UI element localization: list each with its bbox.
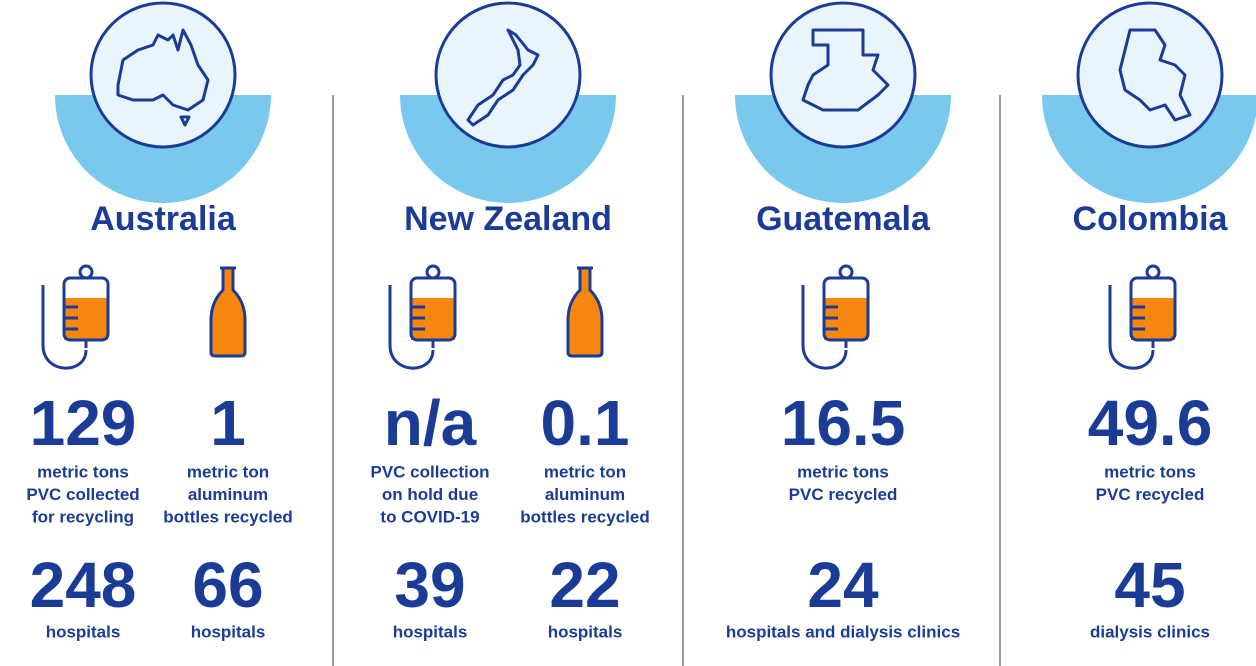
hanger (78, 264, 94, 280)
stat-label: for recycling (32, 507, 134, 526)
hanger (1145, 264, 1161, 280)
bottle-icon (566, 266, 604, 358)
stat-label: PVC collection (370, 462, 489, 481)
stat-value: 66 (192, 549, 263, 621)
map-outline (116, 28, 210, 127)
tube (388, 285, 435, 370)
stat-label: hospitals (548, 622, 623, 641)
stat-value: 16.5 (781, 387, 906, 459)
map-outline (801, 28, 890, 112)
country-name: New Zealand (404, 200, 612, 238)
stat-label: on hold due (382, 485, 478, 504)
iv-bag-icon (388, 264, 457, 370)
bag-marks (64, 305, 78, 331)
tube (1108, 285, 1155, 370)
stat-label: metric ton (187, 462, 269, 481)
iv-bag-icon (1108, 264, 1177, 370)
bag-marks (824, 305, 838, 331)
stat-label: metric tons (1104, 462, 1196, 481)
map-circle (769, 1, 917, 149)
stat-label: PVC collected (26, 485, 139, 504)
stat-label: bottles recycled (520, 507, 649, 526)
map-circle (89, 1, 237, 149)
country-name: Australia (90, 200, 237, 238)
stat-value: 24 (807, 549, 879, 621)
iv-bag-icon (41, 264, 110, 370)
country-name: Guatemala (756, 200, 931, 238)
map-outline (466, 28, 540, 127)
stat-label: hospitals and dialysis clinics (726, 622, 960, 641)
tube (41, 285, 88, 370)
stat-label: bottles recycled (163, 507, 292, 526)
stat-label: metric tons (797, 462, 889, 481)
country-name: Colombia (1073, 200, 1229, 238)
map-circle (1076, 1, 1224, 149)
stat-label: PVC recycled (1096, 485, 1205, 504)
iv-bag-icon (801, 264, 870, 370)
stat-value: 248 (30, 549, 137, 621)
stat-label: aluminum (545, 485, 625, 504)
tube (801, 285, 848, 370)
stat-label: hospitals (46, 622, 121, 641)
stat-value: 22 (549, 549, 620, 621)
map-outline (1118, 28, 1192, 122)
bag-marks (1131, 305, 1145, 331)
stat-value: 129 (30, 387, 137, 459)
stat-value: 39 (394, 549, 465, 621)
stat-label: hospitals (191, 622, 266, 641)
stat-label: hospitals (393, 622, 468, 641)
stat-label: aluminum (188, 485, 268, 504)
bag-marks (411, 305, 425, 331)
stat-label: metric tons (37, 462, 129, 481)
stat-value: 1 (210, 387, 246, 459)
stat-label: PVC recycled (789, 485, 898, 504)
stat-value: 0.1 (541, 387, 630, 459)
hanger (838, 264, 854, 280)
stat-value: 45 (1114, 549, 1185, 621)
stat-value: n/a (384, 387, 477, 459)
map-circle (434, 1, 582, 149)
bottle-icon (209, 266, 247, 358)
stat-label: dialysis clinics (1090, 622, 1210, 641)
hanger (425, 264, 441, 280)
stat-label: to COVID-19 (380, 507, 479, 526)
stat-label: metric ton (544, 462, 626, 481)
stat-value: 49.6 (1088, 387, 1213, 459)
